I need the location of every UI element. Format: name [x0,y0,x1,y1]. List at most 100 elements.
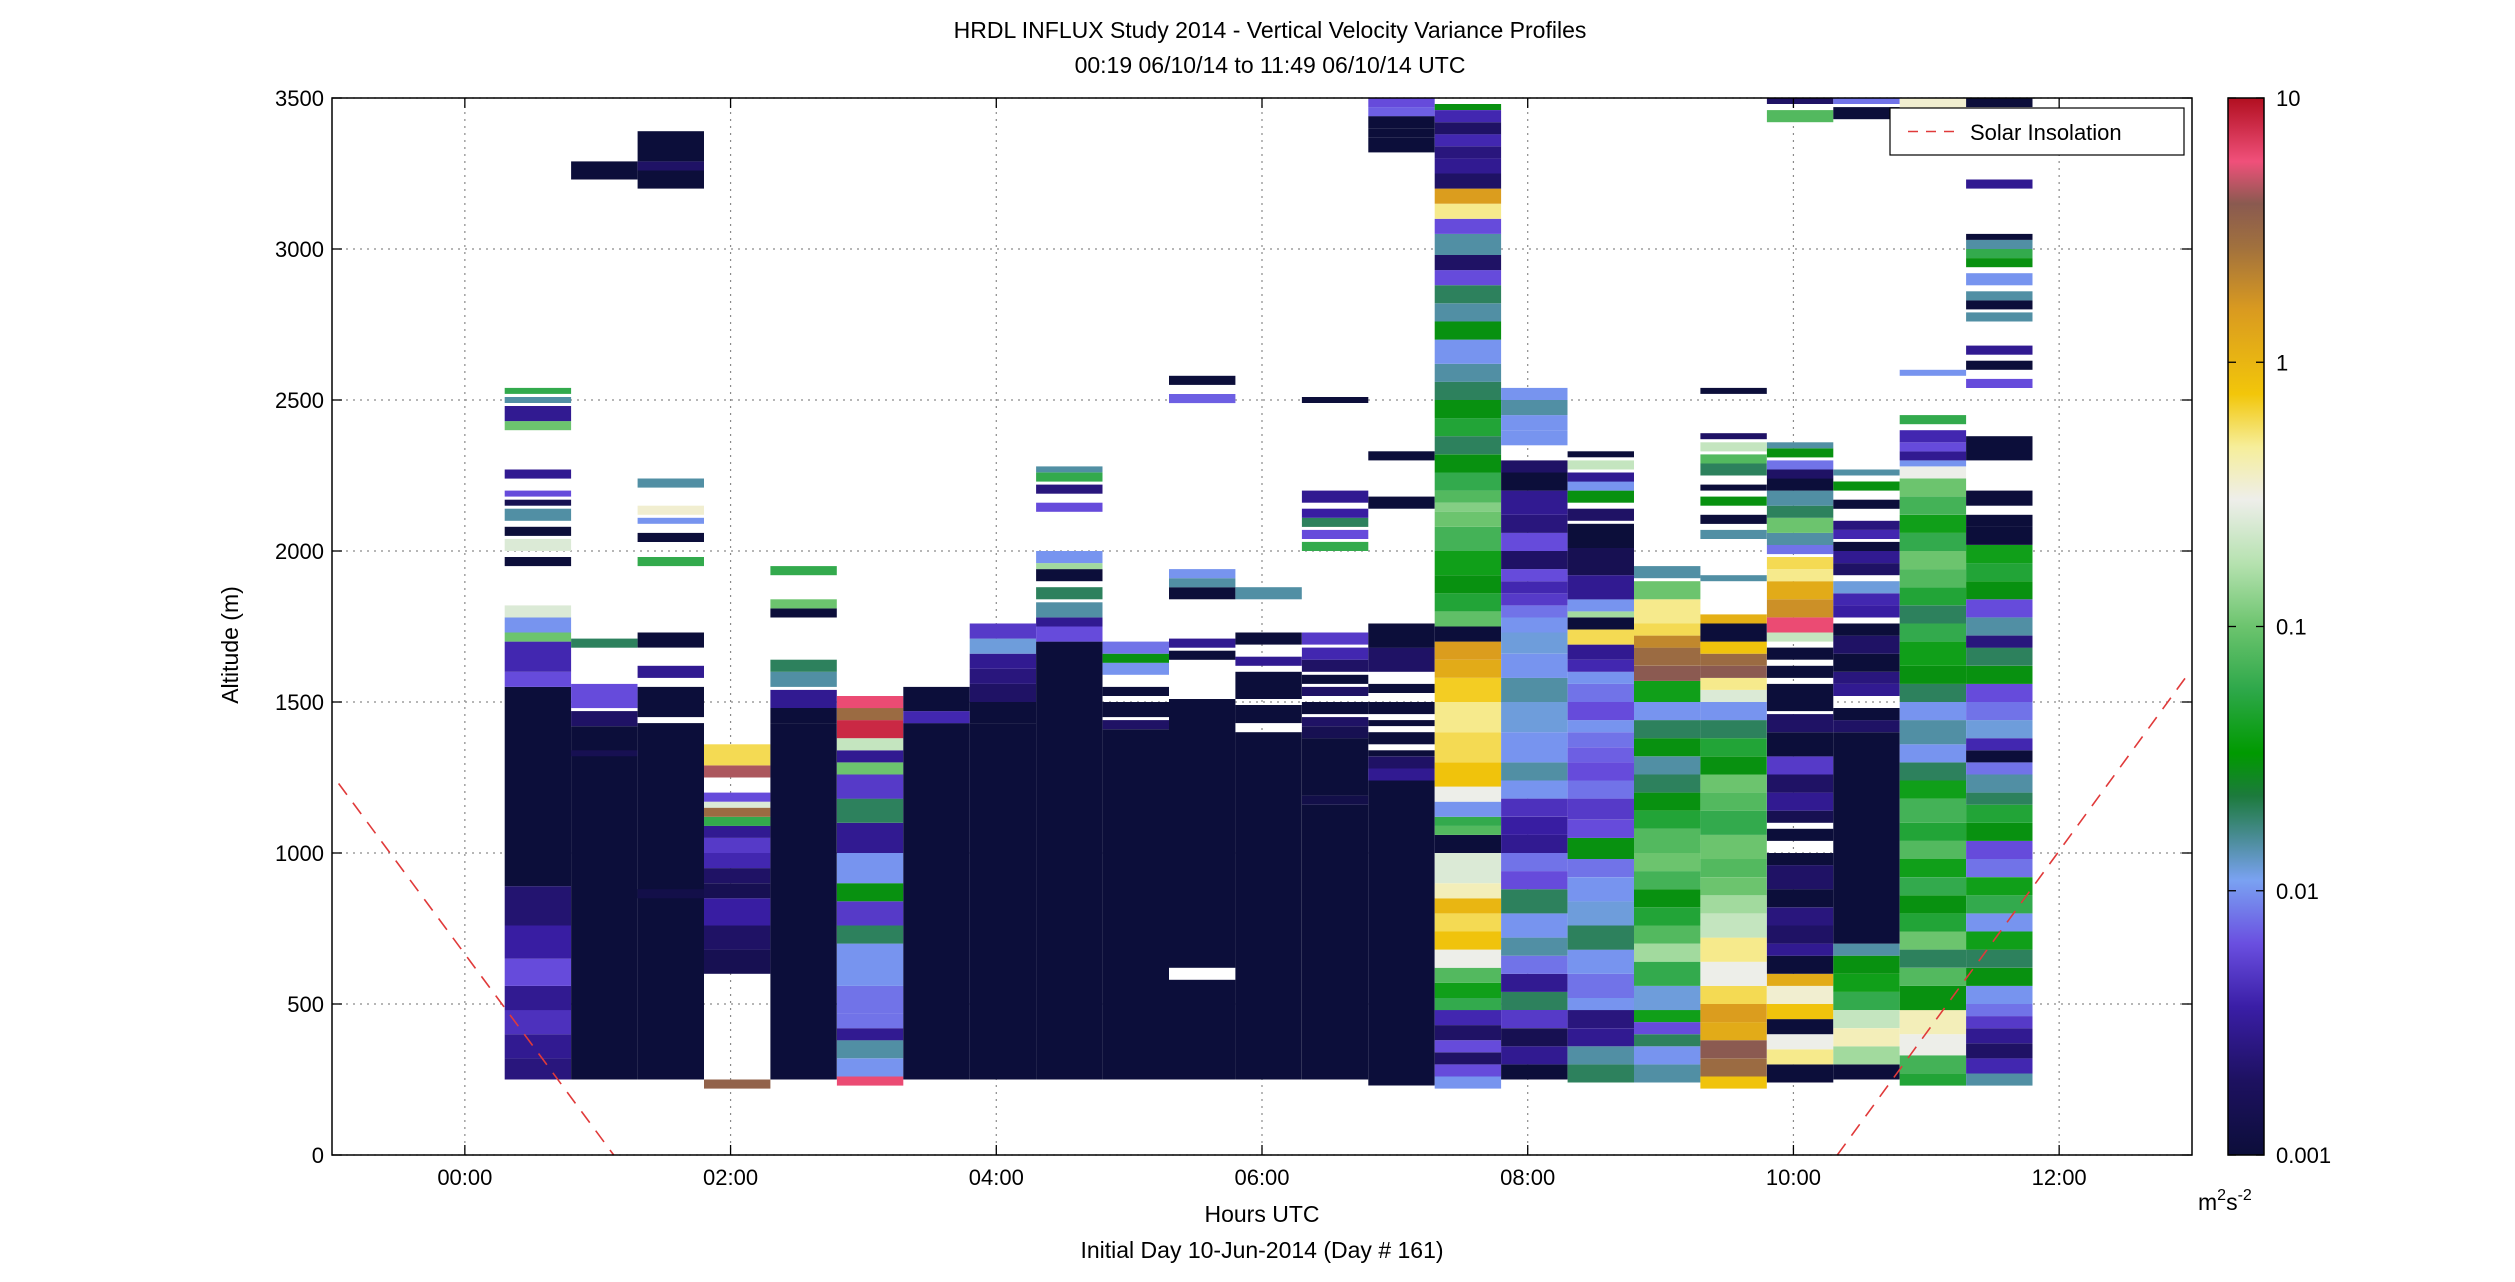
y-tick-label: 500 [287,992,324,1017]
heatmap-cells [504,98,2033,1089]
heatmap-cell [637,505,704,515]
heatmap-cell [1966,1004,2033,1017]
heatmap-cell [1634,853,1701,872]
heatmap-cell [704,837,771,853]
heatmap-cell [1833,541,1900,551]
heatmap-cell [1833,708,1900,721]
heatmap-cell [1966,378,2033,388]
heatmap-cell [1833,605,1900,618]
heatmap-cell [1567,1064,1634,1083]
heatmap-cell [1235,587,1302,600]
heatmap-cell [1766,1004,1834,1020]
heatmap-cell [1899,931,1967,950]
heatmap-cell [836,750,904,763]
heatmap-cell [637,161,704,171]
heatmap-cell [1434,218,1502,234]
heatmap-cell [1766,943,1834,956]
heatmap-cell [1766,1064,1834,1083]
heatmap-cell [1766,732,1834,757]
heatmap-cell [1899,532,1967,551]
heatmap-cell [1434,436,1502,455]
heatmap-cell [1766,98,1834,104]
heatmap-cell [1501,387,1568,400]
heatmap-cell [1766,865,1834,890]
heatmap-cell [1966,249,2033,259]
heatmap-cell [1634,985,1701,1011]
heatmap-cell [1966,581,2033,600]
heatmap-cell [504,499,572,506]
heatmap-cell [1501,937,1568,956]
heatmap-cell [1169,650,1236,660]
legend-box [1889,107,2185,156]
heatmap-cell [1700,496,1767,506]
heatmap-cell [504,617,572,633]
heatmap-cell [1434,1064,1502,1077]
heatmap-cell [1501,632,1568,654]
heatmap-cell [770,723,837,1080]
heatmap-cell [903,686,970,712]
heatmap-cell [1301,647,1369,660]
heatmap-cell [1766,774,1834,793]
heatmap-cell [1899,623,1967,642]
colorbar-tick-label: 10 [2276,86,2300,111]
heatmap-cell [1036,502,1103,512]
heatmap-cell [504,605,572,618]
heatmap-cell [1567,617,1634,630]
heatmap-cell [1434,913,1502,932]
heatmap-cell [1966,774,2033,793]
x-axis-sublabel: Initial Day 10-Jun-2014 (Day # 161) [1080,1237,1443,1263]
heatmap-cell [704,883,771,899]
heatmap-cell [1434,270,1502,286]
heatmap-cell [504,469,572,479]
heatmap-cell [1434,233,1502,255]
heatmap-cell [1567,523,1634,548]
heatmap-cell [1966,1043,2033,1059]
heatmap-cell [1634,581,1701,600]
heatmap-cell [1434,511,1502,527]
heatmap-cell [504,387,572,394]
heatmap-cell [1700,937,1767,962]
heatmap-cell [704,949,771,974]
heatmap-cell [1634,702,1701,721]
heatmap-cell [1434,146,1502,159]
heatmap-cell [1966,179,2033,189]
heatmap-cell [1567,732,1634,748]
heatmap-cell [770,599,837,609]
colorbar-tick-label: 1 [2276,350,2288,375]
heatmap-cell [1700,738,1767,757]
heatmap-cell [1567,1010,1634,1029]
heatmap-cell [1501,581,1568,594]
heatmap-cell [1501,551,1568,570]
y-tick-label: 3000 [275,237,324,262]
heatmap-cell [1766,985,1834,1004]
heatmap-cell [1169,699,1236,968]
heatmap-cell [1899,551,1967,570]
heatmap-cell [1368,768,1435,781]
heatmap-cell [1434,1052,1502,1065]
heatmap-cell [1501,593,1568,606]
heatmap-cell [1966,436,2033,461]
heatmap-cell [1833,653,1900,672]
heatmap-cell [1368,750,1435,757]
heatmap-cell [1899,415,1967,425]
heatmap-cell [836,762,904,775]
heatmap-cell [1634,599,1701,624]
heatmap-cell [1567,747,1634,763]
heatmap-cell [1567,460,1634,470]
heatmap-cell [836,822,904,853]
heatmap-cell [1700,575,1767,582]
heatmap-cell [637,723,704,1080]
heatmap-cell [1567,1028,1634,1047]
heatmap-cell [1766,478,1834,491]
heatmap-cell [1766,557,1834,570]
heatmap-cell [1966,647,2033,666]
heatmap-cell [1368,647,1435,672]
heatmap-cell [1966,1073,2033,1086]
x-tick-label: 10:00 [1766,1165,1821,1190]
y-tick-label: 3500 [275,86,324,111]
heatmap-cell [836,798,904,823]
heatmap-cell [1833,593,1900,606]
heatmap-cell [1966,895,2033,914]
heatmap-cell [637,131,704,162]
heatmap-cell [1899,587,1967,606]
